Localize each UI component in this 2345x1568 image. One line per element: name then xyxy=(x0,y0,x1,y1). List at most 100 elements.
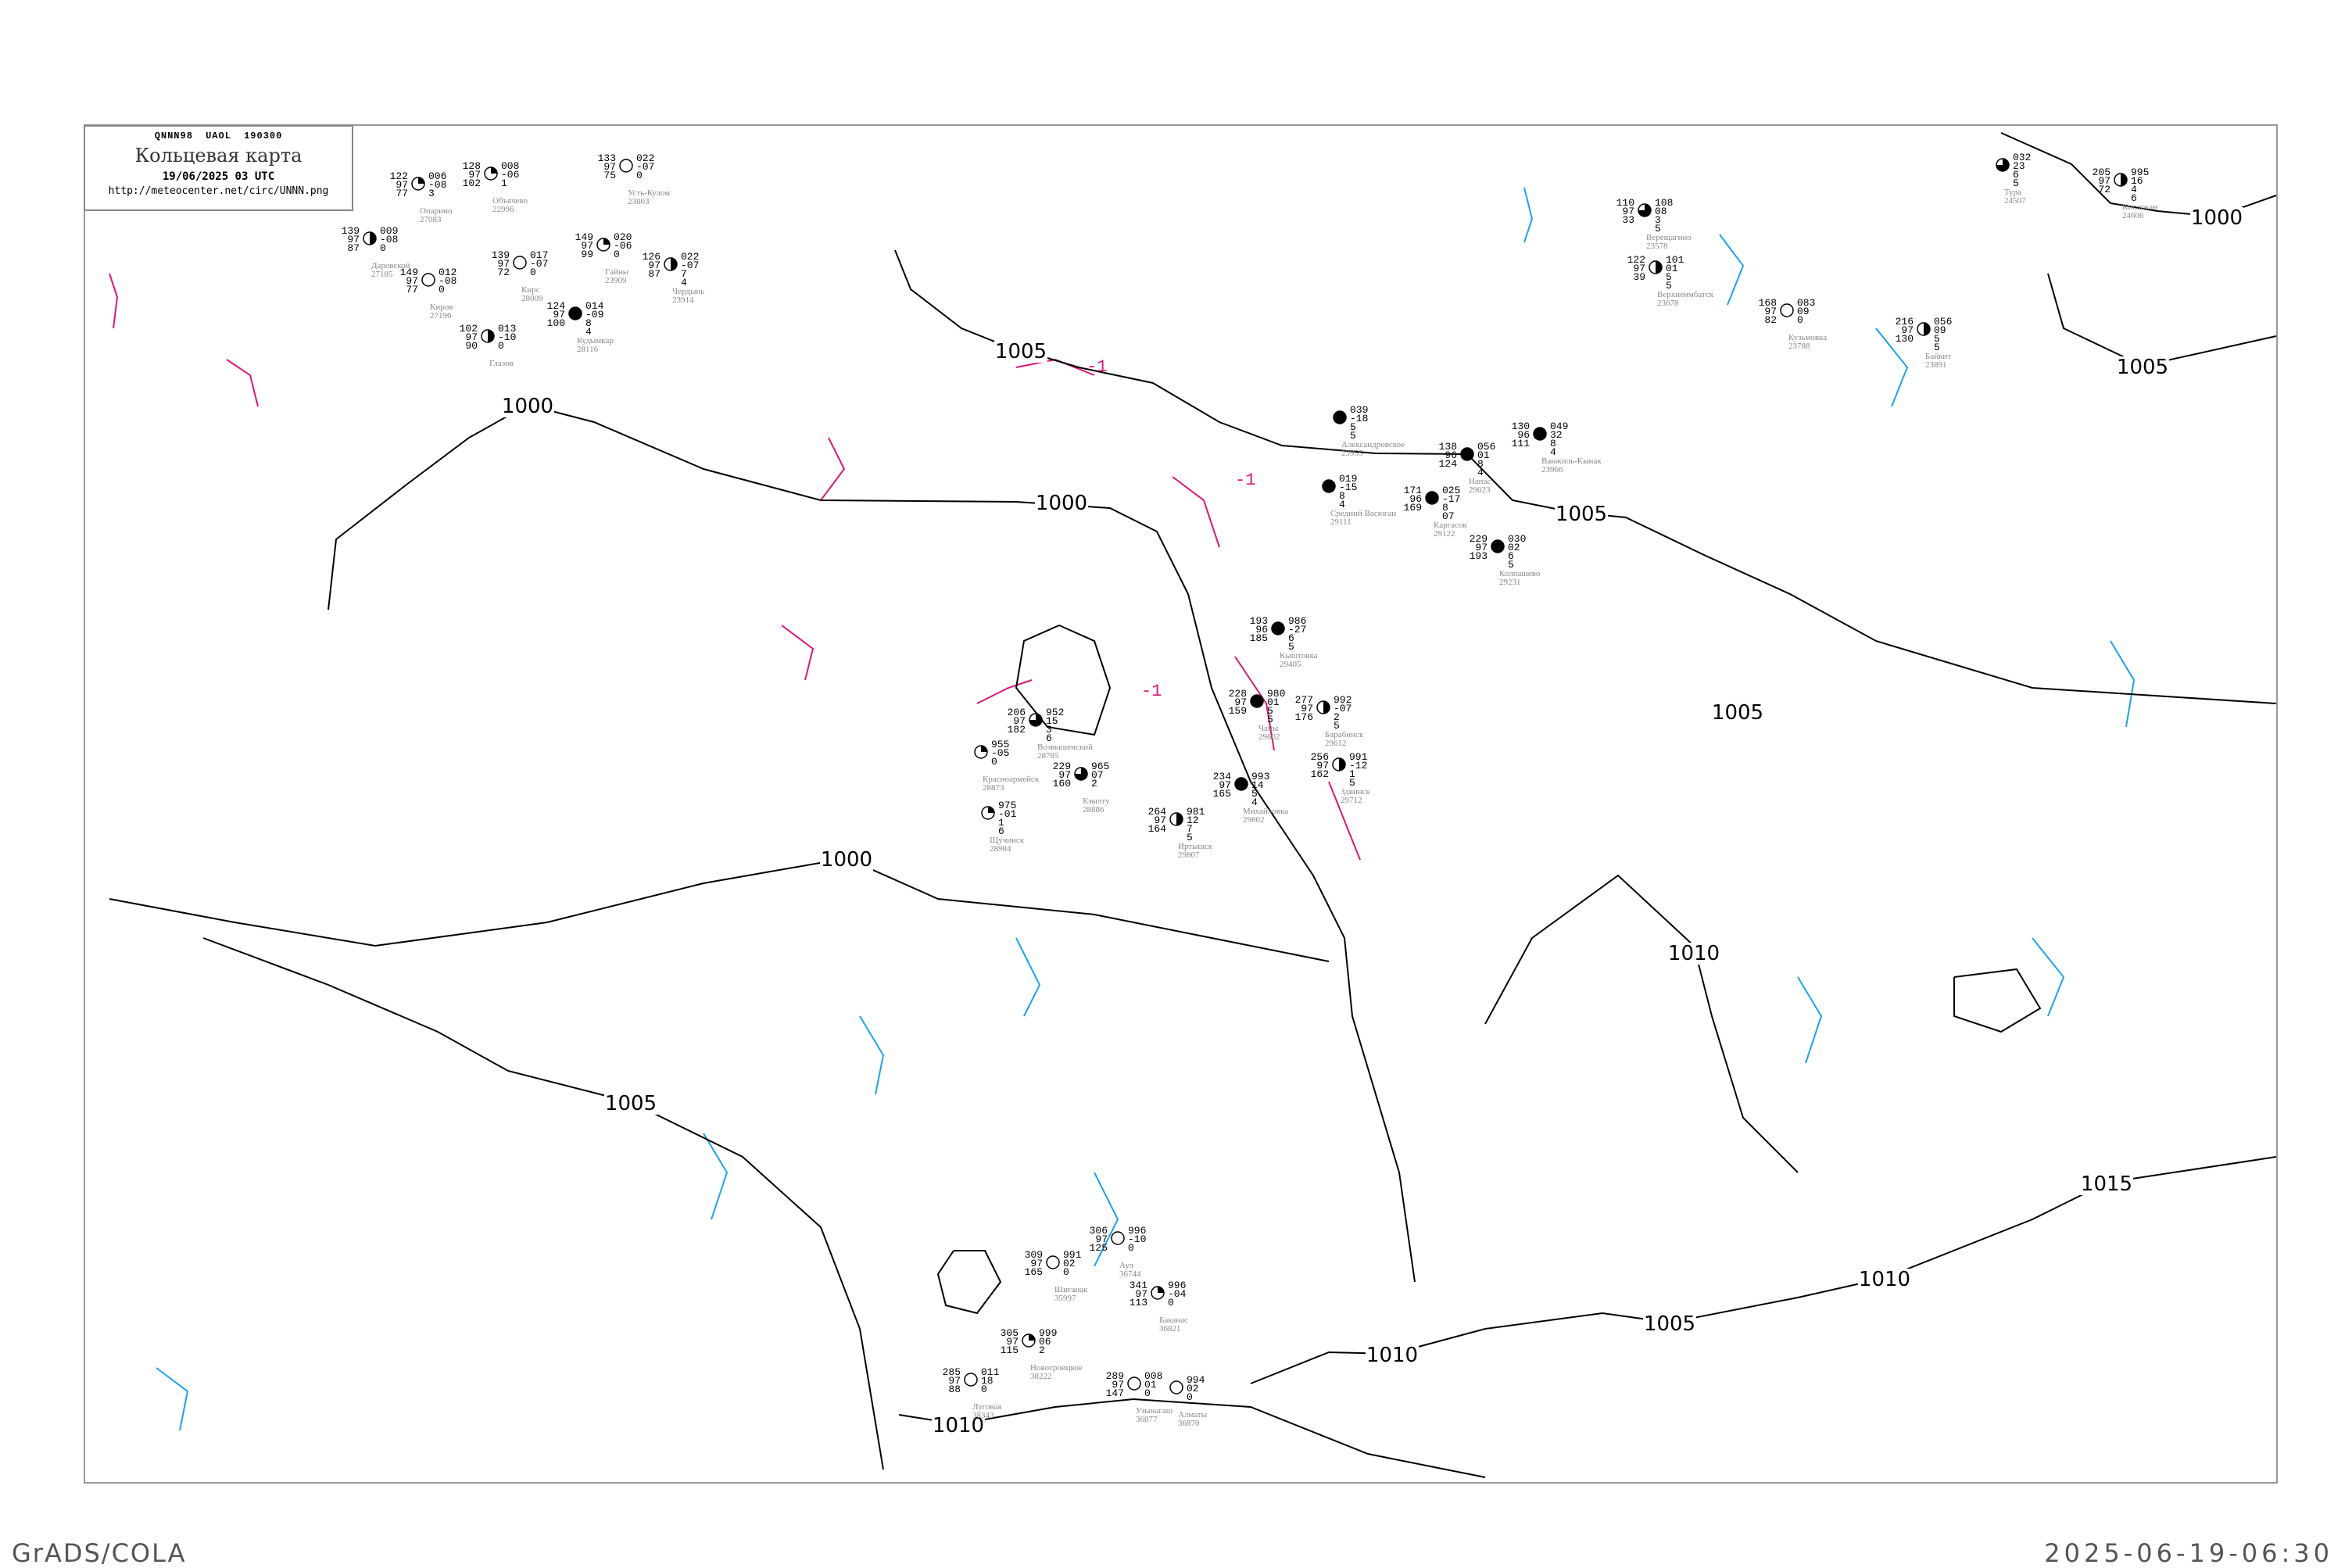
station-value-mid-left: 97 xyxy=(1095,1233,1108,1245)
station-value-bottom-left: 99 xyxy=(581,249,593,260)
station-value-bottom-right: 5 xyxy=(1251,788,1258,800)
isallobar-positive xyxy=(1328,781,1361,861)
station-value-bottom-right: 5 xyxy=(1666,271,1672,283)
station-id: 29602 xyxy=(1258,732,1280,742)
station-id: 28785 xyxy=(1037,751,1059,761)
isobar xyxy=(936,1250,1002,1315)
station-value-bottom-left: 33 xyxy=(1622,214,1634,226)
station-value-mid-right: 32 xyxy=(1550,429,1563,441)
station-id: 29807 xyxy=(1178,850,1200,860)
station-value-top-left: 133 xyxy=(598,152,616,164)
station-name: Барабинск xyxy=(1325,730,1364,739)
station-value-mid-left: 96 xyxy=(1255,624,1268,635)
station-id: 23966 xyxy=(1541,465,1563,474)
station-value-top-left: 206 xyxy=(1008,707,1026,718)
station-value-mid-left: 97 xyxy=(1006,1336,1019,1348)
station-name: Чаны xyxy=(1258,724,1279,733)
isallobar-positive xyxy=(226,359,259,407)
station-value-bottom-left: 102 xyxy=(463,177,481,189)
station-id: 36870 xyxy=(1178,1419,1200,1428)
station-id: 35997 xyxy=(1054,1294,1076,1303)
station-value-top-left: 229 xyxy=(1053,761,1071,772)
isobar-label: 1010 xyxy=(1859,1268,1910,1291)
station-id: 23803 xyxy=(628,197,650,206)
station-value-mid-left: 97 xyxy=(1234,696,1247,708)
station-value-top-left: 264 xyxy=(1148,806,1167,818)
station-value-top-right: 999 xyxy=(1039,1327,1057,1339)
station-value-mid-left: 97 xyxy=(497,258,510,270)
station-id: 36877 xyxy=(1136,1415,1158,1424)
station-id: 28116 xyxy=(577,345,599,354)
station-value-top-right: 996 xyxy=(1128,1225,1146,1237)
station-value-extra: 07 xyxy=(1442,510,1455,522)
station-value-extra: 5 xyxy=(1508,559,1514,571)
station-value-top-right: 030 xyxy=(1508,533,1526,545)
cloud-cover-icon xyxy=(1780,303,1794,317)
station-value-extra: 6 xyxy=(998,825,1004,837)
station-value-bottom-right: 1 xyxy=(998,817,1004,829)
station-value-bottom-right: 5 xyxy=(1267,705,1273,717)
footer-software: GrADS/COLA xyxy=(12,1538,187,1568)
station-value-top-right: 008 xyxy=(501,160,519,172)
station-name: Тура xyxy=(2004,188,2021,197)
station-value-mid-right: -04 xyxy=(1168,1288,1187,1300)
isobar xyxy=(894,249,2277,704)
isallobar-label: -1 xyxy=(1235,471,1255,490)
station-value-mid-left: 97 xyxy=(1013,715,1026,727)
station-value-top-left: 306 xyxy=(1090,1225,1108,1237)
station-name: Объячево xyxy=(492,196,528,206)
station-value-bottom-left: 165 xyxy=(1025,1266,1043,1278)
station-value-top-left: 205 xyxy=(2093,166,2110,178)
station-name: Ванжиль-Кынак xyxy=(1541,456,1602,466)
station-value-mid-left: 97 xyxy=(603,161,616,173)
station-value-extra: 6 xyxy=(1046,732,1052,744)
isobar-label: 1000 xyxy=(502,395,553,418)
station-value-top-right: 083 xyxy=(1797,297,1815,309)
station-name: Кузьмовка xyxy=(1788,333,1827,342)
map-datetime: 19/06/2025 03 UTC xyxy=(162,170,275,183)
map-frame xyxy=(84,124,2278,1484)
isallobar-positive xyxy=(1172,476,1220,548)
cloud-cover-icon xyxy=(1127,1376,1141,1391)
cloud-cover-icon xyxy=(1169,1380,1183,1394)
